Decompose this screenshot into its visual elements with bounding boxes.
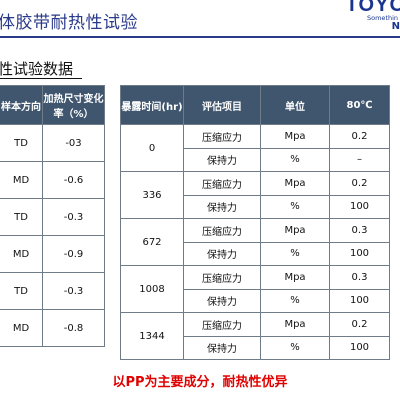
- item-cell: 保持力: [183, 241, 261, 266]
- direction-cell: MD: [0, 309, 43, 347]
- item-cell: 压缩应力: [183, 124, 261, 149]
- col-header-unit: 单位: [260, 85, 330, 125]
- section-underline: [0, 78, 82, 79]
- item-cell: 压缩应力: [183, 312, 261, 337]
- item-cell: 保持力: [183, 288, 261, 313]
- dimension-change-table: 样本方向 加热尺寸变化率（%） TD -03 MD -0.6 TD -0.3 MD -0.9 T…: [0, 85, 105, 347]
- logo-tagline-2: N: [391, 21, 400, 32]
- col-header-evaluation-item: 评估项目: [183, 85, 261, 125]
- col-header-direction: 样本方向: [0, 85, 43, 125]
- value-cell: 0.3: [329, 218, 390, 243]
- value-cell: 100: [329, 288, 390, 313]
- item-cell: 压缩应力: [183, 218, 261, 243]
- conclusion-note: 以PP为主要成分，耐热性优异: [112, 375, 288, 390]
- exposure-time-cell: 1344: [120, 312, 184, 360]
- table-row: MD -0.6: [0, 161, 105, 199]
- col-header-80c: 80℃: [329, 85, 390, 125]
- unit-cell: %: [260, 147, 330, 172]
- table-row: 1344 压缩应力 Mpa 0.2: [120, 312, 390, 360]
- table-row: TD -0.3: [0, 198, 105, 236]
- exposure-time-cell: 1008: [120, 265, 184, 313]
- item-cell: 保持力: [183, 335, 261, 360]
- heat-resistance-table: 暴露时间(hr) 评估项目 单位 80℃ 0 压缩应力 Mpa 0.2 保持力% –336…: [120, 85, 390, 360]
- direction-cell: TD: [0, 124, 43, 162]
- direction-cell: MD: [0, 235, 43, 273]
- unit-cell: %: [260, 241, 330, 266]
- direction-cell: TD: [0, 198, 43, 236]
- value-cell: 100: [329, 194, 390, 219]
- change-rate-cell: -0.3: [42, 198, 105, 236]
- table-row: 保持力% 100: [121, 335, 390, 360]
- section-title: 性试验数据: [0, 60, 74, 78]
- unit-cell: Mpa: [260, 312, 330, 337]
- company-logo: TOYO Somethin N: [330, 0, 400, 34]
- value-cell: 0.2: [329, 171, 390, 196]
- change-rate-cell: -0.3: [42, 272, 105, 310]
- unit-cell: %: [260, 288, 330, 313]
- title-divider: [0, 36, 400, 38]
- table-row: TD -0.3: [0, 272, 105, 310]
- item-cell: 压缩应力: [183, 265, 261, 290]
- table-row: 保持力% 100: [121, 194, 390, 219]
- item-cell: 压缩应力: [183, 171, 261, 196]
- col-header-exposure-time: 暴露时间(hr): [120, 85, 184, 125]
- table-row: TD -03: [0, 124, 105, 162]
- logo-text: TOYO: [345, 0, 400, 16]
- logo-tagline: Somethin: [366, 14, 398, 22]
- table-row: 0 压缩应力 Mpa 0.2: [120, 124, 390, 172]
- unit-cell: Mpa: [260, 124, 330, 149]
- table-row: MD -0.8: [0, 309, 105, 347]
- table-row: MD -0.9: [0, 235, 105, 273]
- unit-cell: Mpa: [260, 265, 330, 290]
- direction-cell: MD: [0, 161, 43, 199]
- table-row: 保持力% –: [121, 147, 390, 172]
- direction-cell: TD: [0, 272, 43, 310]
- value-cell: 0.2: [329, 124, 390, 149]
- table-row: 保持力% 100: [121, 288, 390, 313]
- exposure-time-cell: 672: [120, 218, 184, 266]
- change-rate-cell: -0.6: [42, 161, 105, 199]
- col-header-change-rate: 加热尺寸变化率（%）: [42, 85, 105, 125]
- page-title: 体胶带耐热性试验: [0, 13, 138, 33]
- change-rate-cell: -03: [42, 124, 105, 162]
- item-cell: 保持力: [183, 194, 261, 219]
- value-cell: 100: [329, 241, 390, 266]
- change-rate-cell: -0.9: [42, 235, 105, 273]
- item-cell: 保持力: [183, 147, 261, 172]
- exposure-time-cell: 336: [120, 171, 184, 219]
- unit-cell: %: [260, 335, 330, 360]
- table-row: 672 压缩应力 Mpa 0.3: [120, 218, 390, 266]
- unit-cell: %: [260, 194, 330, 219]
- value-cell: 0.2: [329, 312, 390, 337]
- table-row: 336 压缩应力 Mpa 0.2: [120, 171, 390, 219]
- value-cell: 100: [329, 335, 390, 360]
- unit-cell: Mpa: [260, 171, 330, 196]
- table-row: 1008 压缩应力 Mpa 0.3: [120, 265, 390, 313]
- unit-cell: Mpa: [260, 218, 330, 243]
- table-row: 保持力% 100: [121, 241, 390, 266]
- value-cell: –: [329, 147, 390, 172]
- change-rate-cell: -0.8: [42, 309, 105, 347]
- value-cell: 0.3: [329, 265, 390, 290]
- exposure-time-cell: 0: [120, 124, 184, 172]
